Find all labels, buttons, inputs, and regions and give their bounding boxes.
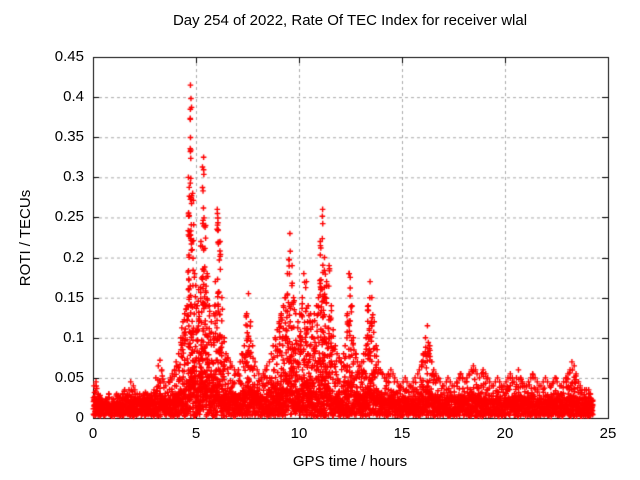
y-tick-label: 0.05 [54,368,84,386]
y-tick-label: 0.15 [54,288,84,306]
x-tick-label: 0 [88,425,98,442]
y-tick-label: 0.4 [63,88,84,106]
y-tick-label: 0.3 [63,168,84,186]
y-tick-label: 0 [75,409,84,426]
x-tick-label: 25 [599,425,617,442]
x-tick-label: 15 [393,425,411,442]
y-tick-label: 0.1 [63,328,84,346]
y-tick-label: 0.25 [54,208,84,226]
x-tick-label: 10 [290,425,308,442]
chart-title: Day 254 of 2022, Rate Of TEC Index for r… [172,12,528,29]
x-tick-label: 20 [496,425,514,442]
y-tick-label: 0.2 [63,248,84,266]
y-tick-label: 0.45 [54,48,84,65]
x-axis-title: GPS time / hours [292,453,408,470]
x-tick-label: 5 [191,425,201,442]
y-tick-label: 0.35 [54,128,84,146]
